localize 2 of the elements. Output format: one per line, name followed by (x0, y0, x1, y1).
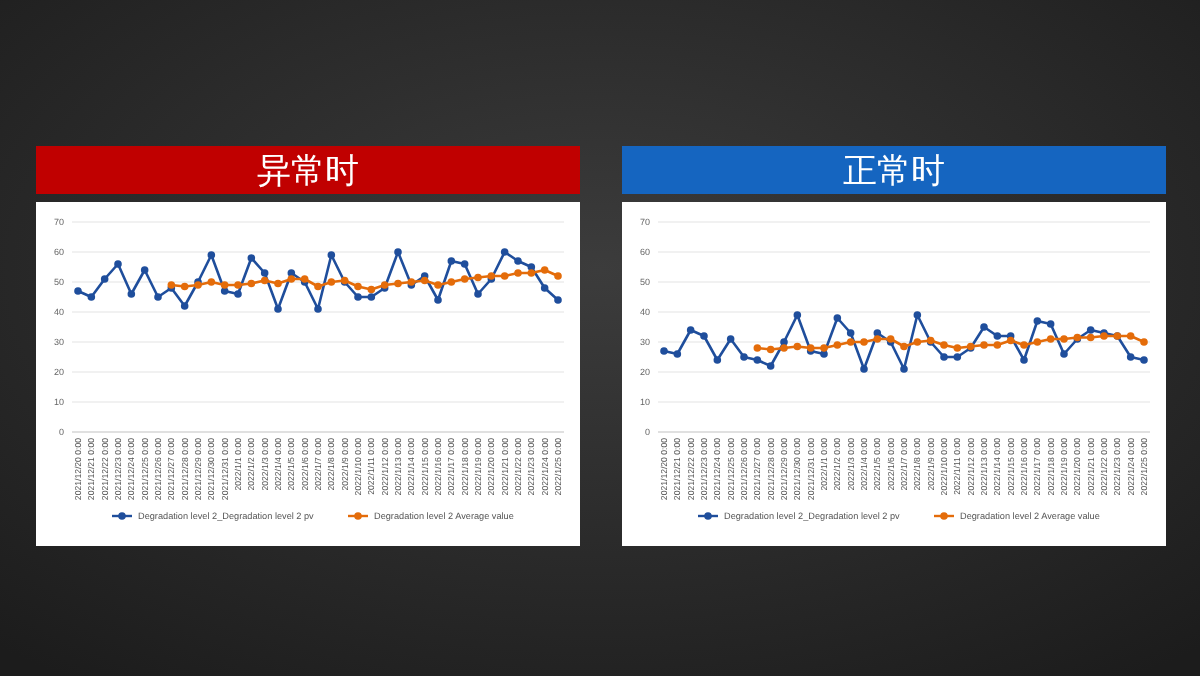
chart-title: 正常时 (843, 152, 945, 192)
chart-title: 异常时 (257, 152, 359, 192)
